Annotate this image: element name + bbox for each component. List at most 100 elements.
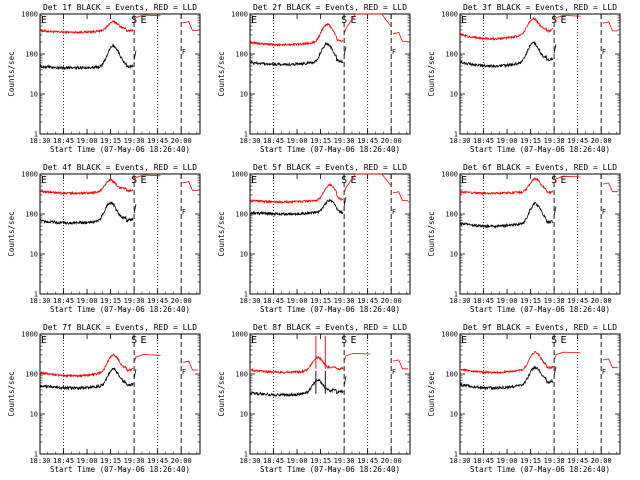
series-events-black <box>40 367 134 391</box>
series-lld-red-late <box>603 21 619 32</box>
plot-frame <box>459 173 621 295</box>
y-tick-label: 1 <box>34 451 38 459</box>
y-tick-label: 100 <box>235 211 248 219</box>
y-tick-label: 1000 <box>441 11 458 19</box>
end-marker-E: E <box>561 175 567 186</box>
start-marker-S: S <box>551 15 557 26</box>
panel-title: Det 2f BLACK = Events, RED = LLD <box>253 3 407 12</box>
x-tick-label: 19:30 <box>334 457 355 465</box>
series-events-black-tail <box>553 366 557 376</box>
end-marker-E: E <box>561 335 567 346</box>
end-marker-E: E <box>351 335 357 346</box>
x-tick-label: 19:00 <box>287 137 308 145</box>
flag-marker-F: F <box>182 368 186 376</box>
x-tick-label: 20:00 <box>591 297 612 305</box>
x-tick-label: 19:45 <box>357 137 378 145</box>
series-events-black <box>459 201 554 229</box>
left-marker-E: E <box>461 335 467 346</box>
x-tick-label: 18:45 <box>53 297 74 305</box>
end-marker-E: E <box>141 175 147 186</box>
x-tick-label: 18:30 <box>29 297 50 305</box>
series-events-black-tail <box>343 46 347 56</box>
y-tick-label: 1 <box>244 131 248 139</box>
x-tick-label: 19:15 <box>520 137 541 145</box>
panel-det-6: Det 6f BLACK = Events, RED = LLD 1 10 100 10… <box>427 163 621 314</box>
left-marker-E: E <box>251 175 257 186</box>
x-tick-label: 18:30 <box>449 457 470 465</box>
series-lld-red <box>459 176 554 196</box>
left-marker-E: E <box>251 335 257 346</box>
y-tick-label: 1000 <box>21 11 38 19</box>
series-events-black-tail <box>553 44 557 54</box>
y-tick-label: 1 <box>34 291 38 299</box>
x-tick-label: 19:00 <box>77 137 98 145</box>
series-lld-red-tail <box>343 352 371 362</box>
y-axis-label: Counts/sec <box>427 51 436 96</box>
plot-frame <box>39 333 201 455</box>
series-events-black-tail <box>133 50 137 60</box>
series-lld-red-late <box>183 360 199 371</box>
y-tick-label: 100 <box>25 51 38 59</box>
x-tick-label: 19:00 <box>497 297 518 305</box>
x-tick-label: 19:45 <box>357 297 378 305</box>
y-tick-label: 10 <box>450 251 458 259</box>
y-tick-label: 1 <box>34 131 38 139</box>
x-axis-label: Start Time (07-May-06 18:26:40) <box>260 305 400 314</box>
left-marker-E: E <box>461 15 467 26</box>
x-tick-label: 20:00 <box>381 457 402 465</box>
end-marker-E: E <box>141 15 147 26</box>
y-tick-label: 1000 <box>21 331 38 339</box>
series-lld-red-tail <box>343 13 392 34</box>
x-tick-label: 19:45 <box>357 457 378 465</box>
panel-det-7: Det 7f BLACK = Events, RED = LLD 1 10 100 10… <box>7 323 201 474</box>
series-lld-red-tail <box>343 173 392 194</box>
panel-title: Det 6f BLACK = Events, RED = LLD <box>463 163 617 172</box>
left-marker-E: E <box>41 15 47 26</box>
end-marker-E: E <box>351 175 357 186</box>
series-events-black-tail <box>553 206 557 216</box>
y-tick-label: 10 <box>30 411 38 419</box>
left-marker-E: E <box>461 175 467 186</box>
panel-det-4: Det 4f BLACK = Events, RED = LLD 1 10 100 10… <box>7 163 201 314</box>
left-marker-E: E <box>251 15 257 26</box>
series-events-black-tail <box>133 369 137 379</box>
panel-title: Det 9f BLACK = Events, RED = LLD <box>463 323 617 332</box>
x-tick-label: 18:45 <box>263 297 284 305</box>
x-tick-label: 19:00 <box>287 297 308 305</box>
series-events-black-tail <box>343 197 347 207</box>
y-tick-label: 100 <box>445 51 458 59</box>
x-tick-label: 20:00 <box>591 457 612 465</box>
x-tick-label: 19:45 <box>567 297 588 305</box>
x-tick-label: 19:15 <box>100 297 121 305</box>
series-lld-red <box>459 351 554 375</box>
start-marker-S: S <box>341 335 347 346</box>
start-marker-S: S <box>551 335 557 346</box>
x-tick-label: 19:30 <box>124 457 145 465</box>
y-tick-label: 1000 <box>21 171 38 179</box>
series-lld-red-late <box>183 181 199 191</box>
plot-frame <box>39 13 201 135</box>
plot-frame <box>249 173 411 295</box>
series-lld-red-tail <box>553 175 581 185</box>
panel-title: Det 3f BLACK = Events, RED = LLD <box>463 3 617 12</box>
y-tick-label: 1000 <box>231 11 248 19</box>
x-axis-label: Start Time (07-May-06 18:26:40) <box>470 305 610 314</box>
y-axis-label: Counts/sec <box>7 211 16 256</box>
x-tick-label: 19:15 <box>310 297 331 305</box>
flag-marker-F: F <box>602 368 606 376</box>
end-marker-E: E <box>141 335 147 346</box>
panel-det-3: Det 3f BLACK = Events, RED = LLD 1 10 100 10… <box>427 3 621 154</box>
x-axis-label: Start Time (07-May-06 18:26:40) <box>470 465 610 474</box>
y-tick-label: 10 <box>30 91 38 99</box>
x-tick-label: 19:00 <box>497 137 518 145</box>
x-tick-label: 19:00 <box>77 297 98 305</box>
series-lld-red-tail <box>133 174 161 183</box>
series-lld-red <box>250 183 344 205</box>
panel-det-5: Det 5f BLACK = Events, RED = LLD 1 10 100 10… <box>217 163 411 314</box>
series-lld-red <box>249 355 344 375</box>
x-tick-label: 19:15 <box>520 297 541 305</box>
x-tick-label: 18:45 <box>53 457 74 465</box>
panel-title: Det 4f BLACK = Events, RED = LLD <box>43 163 197 172</box>
x-tick-label: 19:15 <box>100 457 121 465</box>
